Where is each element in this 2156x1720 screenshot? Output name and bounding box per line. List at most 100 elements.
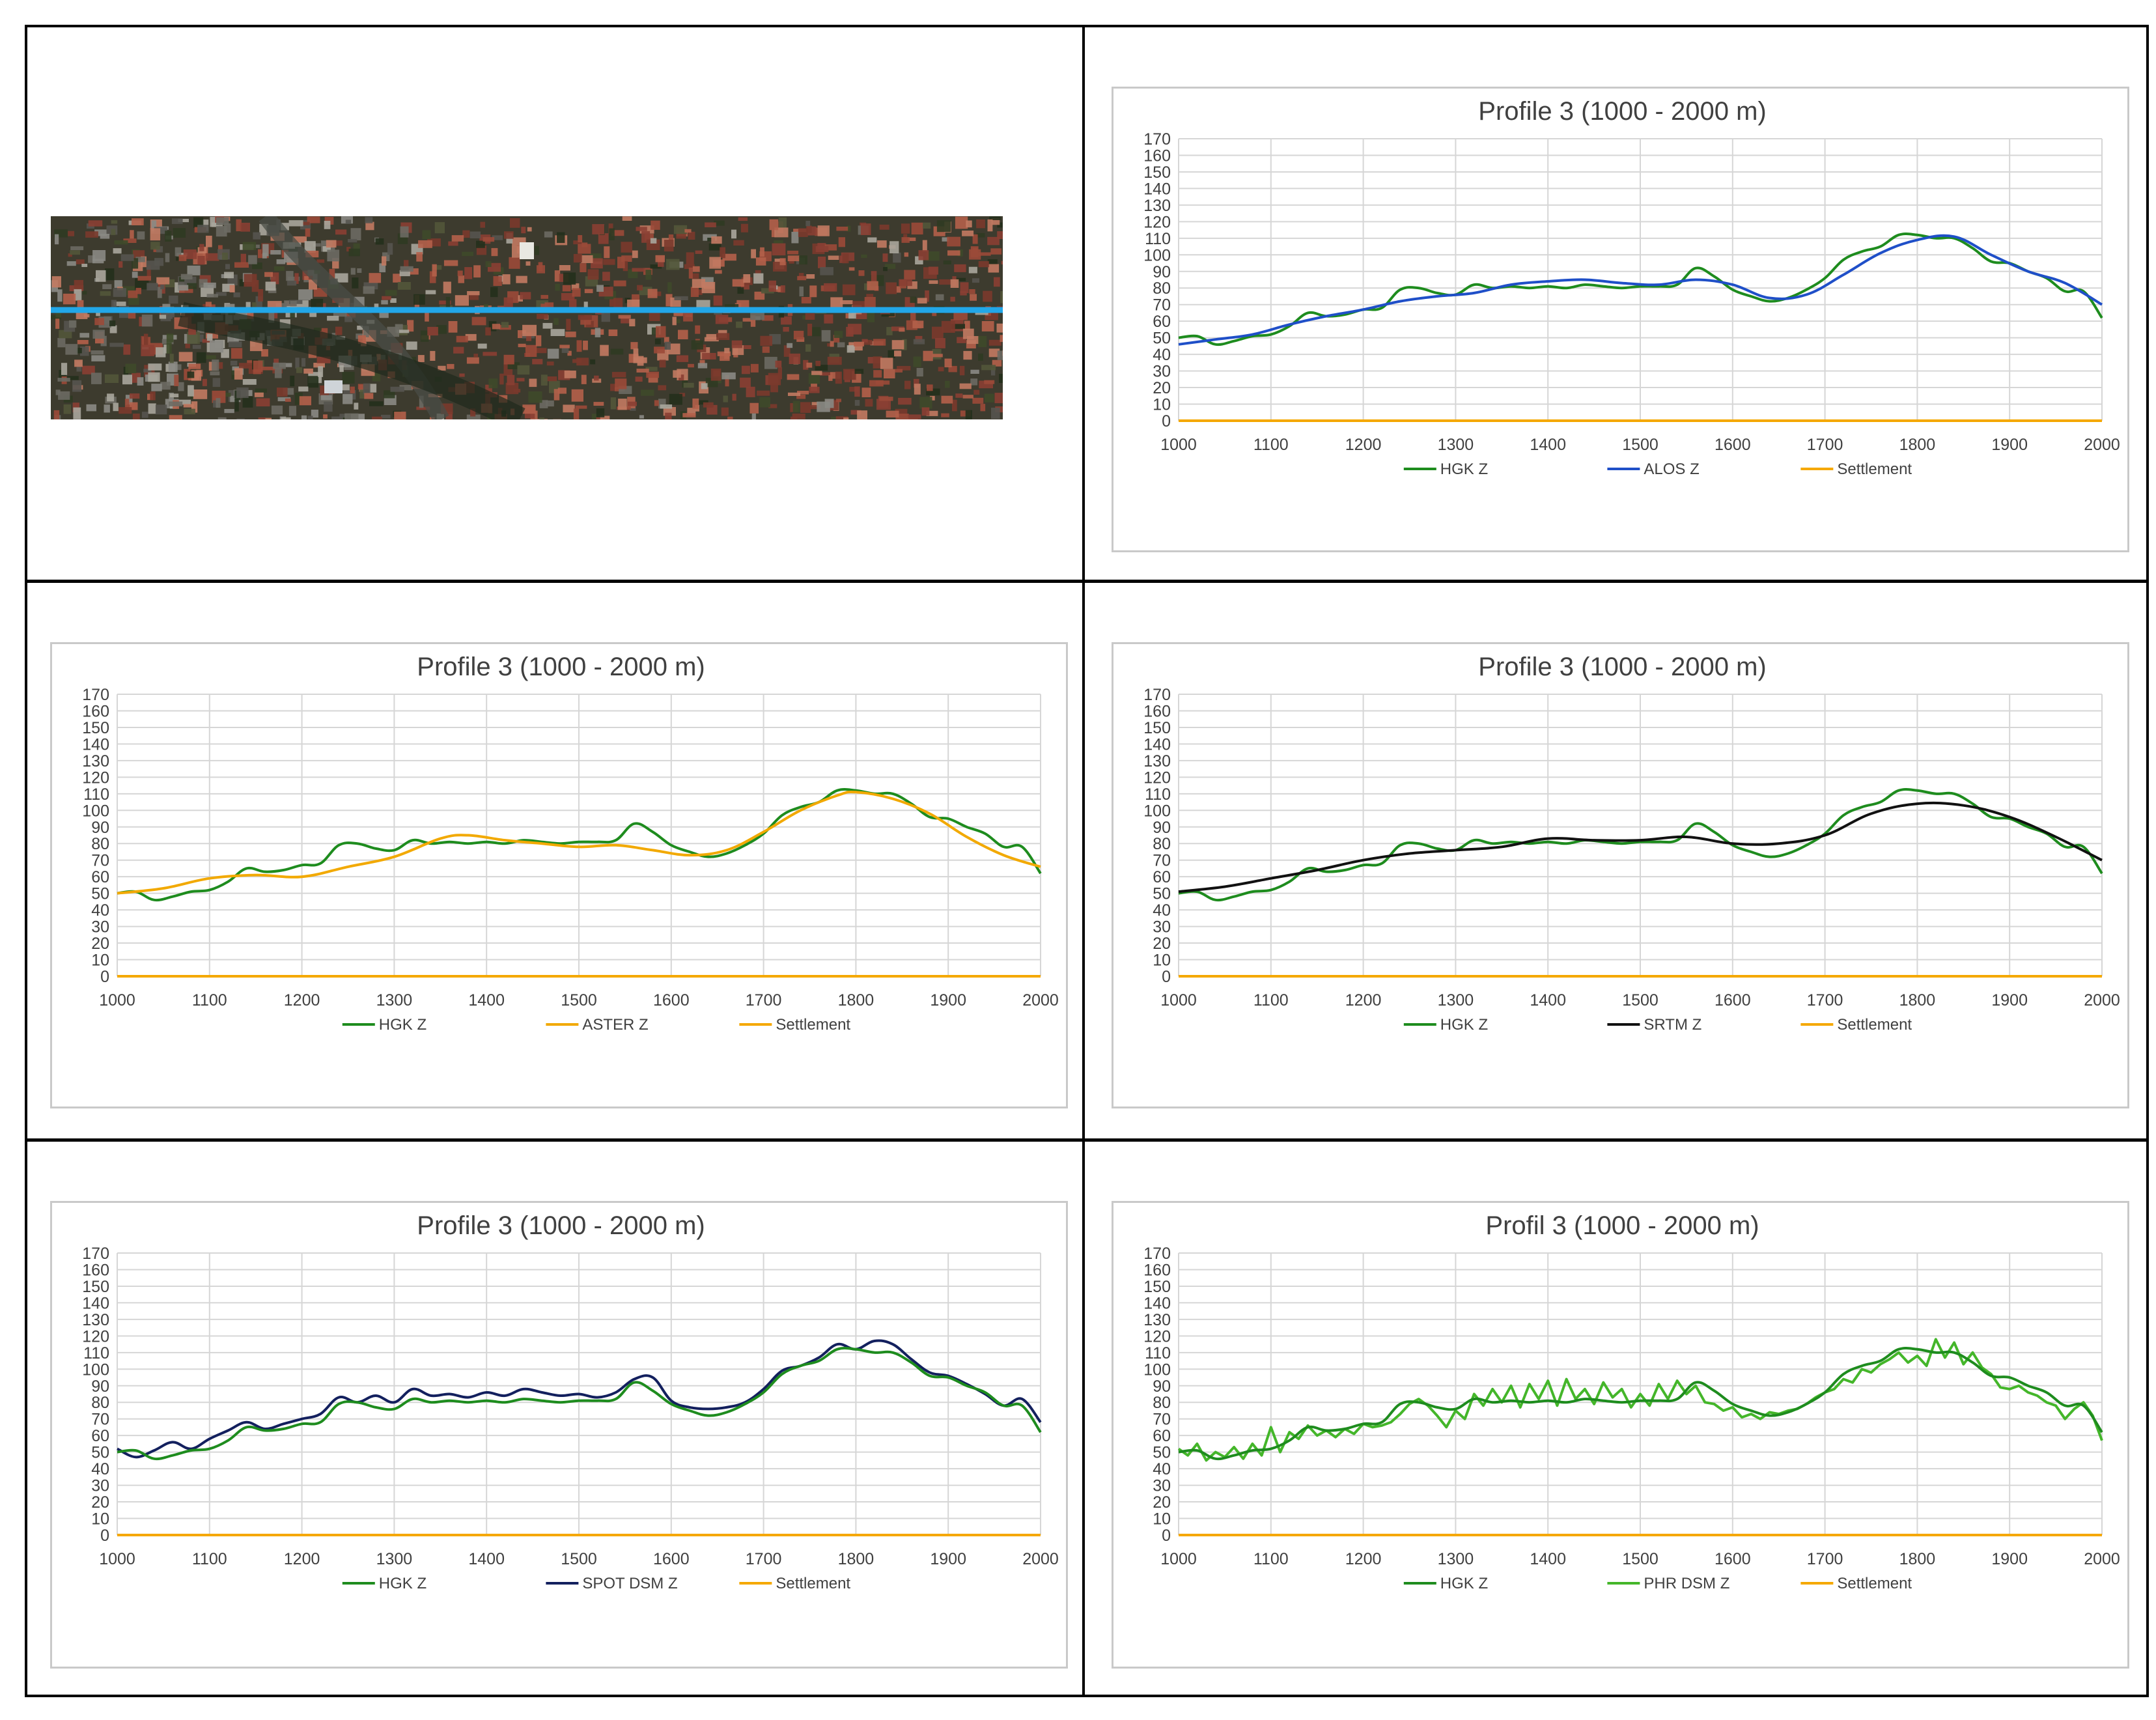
y-tick-label: 100 <box>1143 246 1171 264</box>
y-tick-label: 20 <box>1153 1493 1171 1512</box>
y-tick-label: 10 <box>91 1510 109 1529</box>
legend-label: SRTM Z <box>1644 1016 1701 1034</box>
y-tick-label: 100 <box>1143 802 1171 820</box>
x-tick-label: 1300 <box>1438 991 1474 1009</box>
y-tick-label: 60 <box>1153 313 1171 331</box>
x-tick-label: 1300 <box>376 991 413 1009</box>
series-line-hgk-z <box>117 788 1042 902</box>
legend-label: Settlement <box>1837 1016 1912 1034</box>
x-tick-label: 2000 <box>1022 991 1059 1009</box>
x-tick-label: 2000 <box>2084 991 2120 1009</box>
y-tick-label: 170 <box>82 686 109 704</box>
legend-item: HGK Z <box>1403 460 1488 478</box>
x-tick-label: 1500 <box>1622 1550 1659 1568</box>
series-line-hgk-z <box>1178 788 2103 902</box>
y-tick-label: 120 <box>82 768 109 787</box>
y-tick-label: 50 <box>1153 1444 1171 1462</box>
y-tick-label: 160 <box>1143 702 1171 720</box>
y-tick-label: 0 <box>1162 412 1171 430</box>
chart-spot-svg: Profile 3 (1000 - 2000 m) 010203040506070… <box>82 1211 1059 1592</box>
x-tick-label: 1700 <box>746 1550 782 1568</box>
x-tick-label: 1600 <box>1715 1550 1751 1568</box>
x-tick-label: 1700 <box>1807 436 1843 454</box>
x-tick-label: 1300 <box>1438 1550 1474 1568</box>
x-tick-label: 1400 <box>468 1550 505 1568</box>
y-tick-label: 110 <box>1145 230 1171 248</box>
gridlines <box>117 1252 1041 1536</box>
chart-title: Profile 3 (1000 - 2000 m) <box>417 653 705 681</box>
series-line-srtm-z <box>1178 801 2103 894</box>
x-tick-label: 1300 <box>1438 436 1474 454</box>
series-line-hgk-z <box>117 1347 1042 1461</box>
y-tick-label: 20 <box>1153 379 1171 397</box>
y-tick-label: 70 <box>1153 296 1171 315</box>
x-tick-label: 1900 <box>930 1550 966 1568</box>
y-tick-label: 10 <box>1153 396 1171 414</box>
legend-label: HGK Z <box>379 1016 427 1034</box>
x-tick-label: 1500 <box>1622 436 1659 454</box>
y-tick-label: 130 <box>82 752 109 770</box>
y-tick-label: 40 <box>1153 901 1171 920</box>
y-tick-label: 80 <box>1153 1394 1171 1412</box>
y-tick-label: 170 <box>82 1245 109 1263</box>
x-tick-label: 1900 <box>930 991 966 1009</box>
y-tick-label: 70 <box>91 852 109 870</box>
y-tick-label: 130 <box>1143 1311 1171 1329</box>
x-tick-label: 1400 <box>468 991 505 1009</box>
y-tick-label: 170 <box>1143 686 1171 704</box>
y-tick-label: 130 <box>82 1311 109 1329</box>
y-tick-label: 80 <box>91 1394 109 1412</box>
legend-label: Settlement <box>776 1575 850 1592</box>
y-tick-label: 160 <box>1143 147 1171 165</box>
y-tick-label: 60 <box>1153 868 1171 886</box>
y-tick-label: 140 <box>82 735 109 754</box>
x-tick-label: 1200 <box>1345 991 1382 1009</box>
y-tick-label: 0 <box>100 1527 109 1545</box>
y-tick-label: 40 <box>91 1460 109 1478</box>
x-tick-label: 1400 <box>1530 991 1566 1009</box>
legend-label: HGK Z <box>1440 1575 1488 1592</box>
y-tick-label: 140 <box>82 1294 109 1312</box>
chart-phr: Profil 3 (1000 - 2000 m) 0 10 20 30 40 50 60 70 8… <box>1112 1201 2129 1669</box>
x-tick-label: 1000 <box>99 991 135 1009</box>
y-tick-label: 30 <box>1153 363 1171 381</box>
gridlines <box>117 694 1041 977</box>
chart-srtm-svg: Profile 3 (1000 - 2000 m) 010203040506070… <box>1143 653 2120 1034</box>
y-tick-label: 160 <box>82 1261 109 1279</box>
x-tick-label: 1800 <box>1899 1550 1936 1568</box>
y-tick-label: 30 <box>91 918 109 937</box>
chart-title: Profile 3 (1000 - 2000 m) <box>1478 653 1766 681</box>
y-tick-label: 0 <box>1162 968 1171 986</box>
y-tick-label: 70 <box>1153 852 1171 870</box>
y-tick-label: 30 <box>91 1477 109 1495</box>
y-tick-label: 120 <box>82 1327 109 1346</box>
series-line-alos-z <box>1178 234 2103 346</box>
horizontal-divider-1 <box>25 580 2149 583</box>
legend-label: HGK Z <box>1440 1016 1488 1034</box>
x-tick-label: 1800 <box>838 991 875 1009</box>
y-tick-label: 60 <box>91 1427 109 1445</box>
x-tick-label: 1500 <box>1622 991 1659 1009</box>
satellite-image <box>51 216 1003 419</box>
y-tick-label: 120 <box>1143 1327 1171 1346</box>
y-tick-label: 110 <box>1145 1344 1171 1362</box>
y-tick-label: 40 <box>1153 346 1171 364</box>
x-tick-label: 1600 <box>1715 991 1751 1009</box>
white-building-icon <box>324 380 343 393</box>
x-tick-label: 1400 <box>1530 1550 1566 1568</box>
y-tick-label: 100 <box>1143 1360 1171 1379</box>
x-tick-label: 1800 <box>1899 436 1936 454</box>
y-tick-label: 150 <box>82 719 109 737</box>
legend-item: HGK Z <box>342 1016 427 1034</box>
y-tick-label: 60 <box>1153 1427 1171 1445</box>
x-tick-label: 1400 <box>1530 436 1566 454</box>
y-tick-label: 90 <box>1153 1377 1171 1396</box>
y-tick-label: 140 <box>1143 180 1171 198</box>
y-tick-label: 80 <box>91 835 109 853</box>
y-tick-label: 110 <box>83 785 109 804</box>
y-tick-label: 80 <box>1153 279 1171 298</box>
x-tick-label: 1300 <box>376 1550 413 1568</box>
y-tick-label: 150 <box>82 1278 109 1296</box>
y-tick-label: 90 <box>1153 263 1171 281</box>
legend-item: ASTER Z <box>546 1016 649 1034</box>
